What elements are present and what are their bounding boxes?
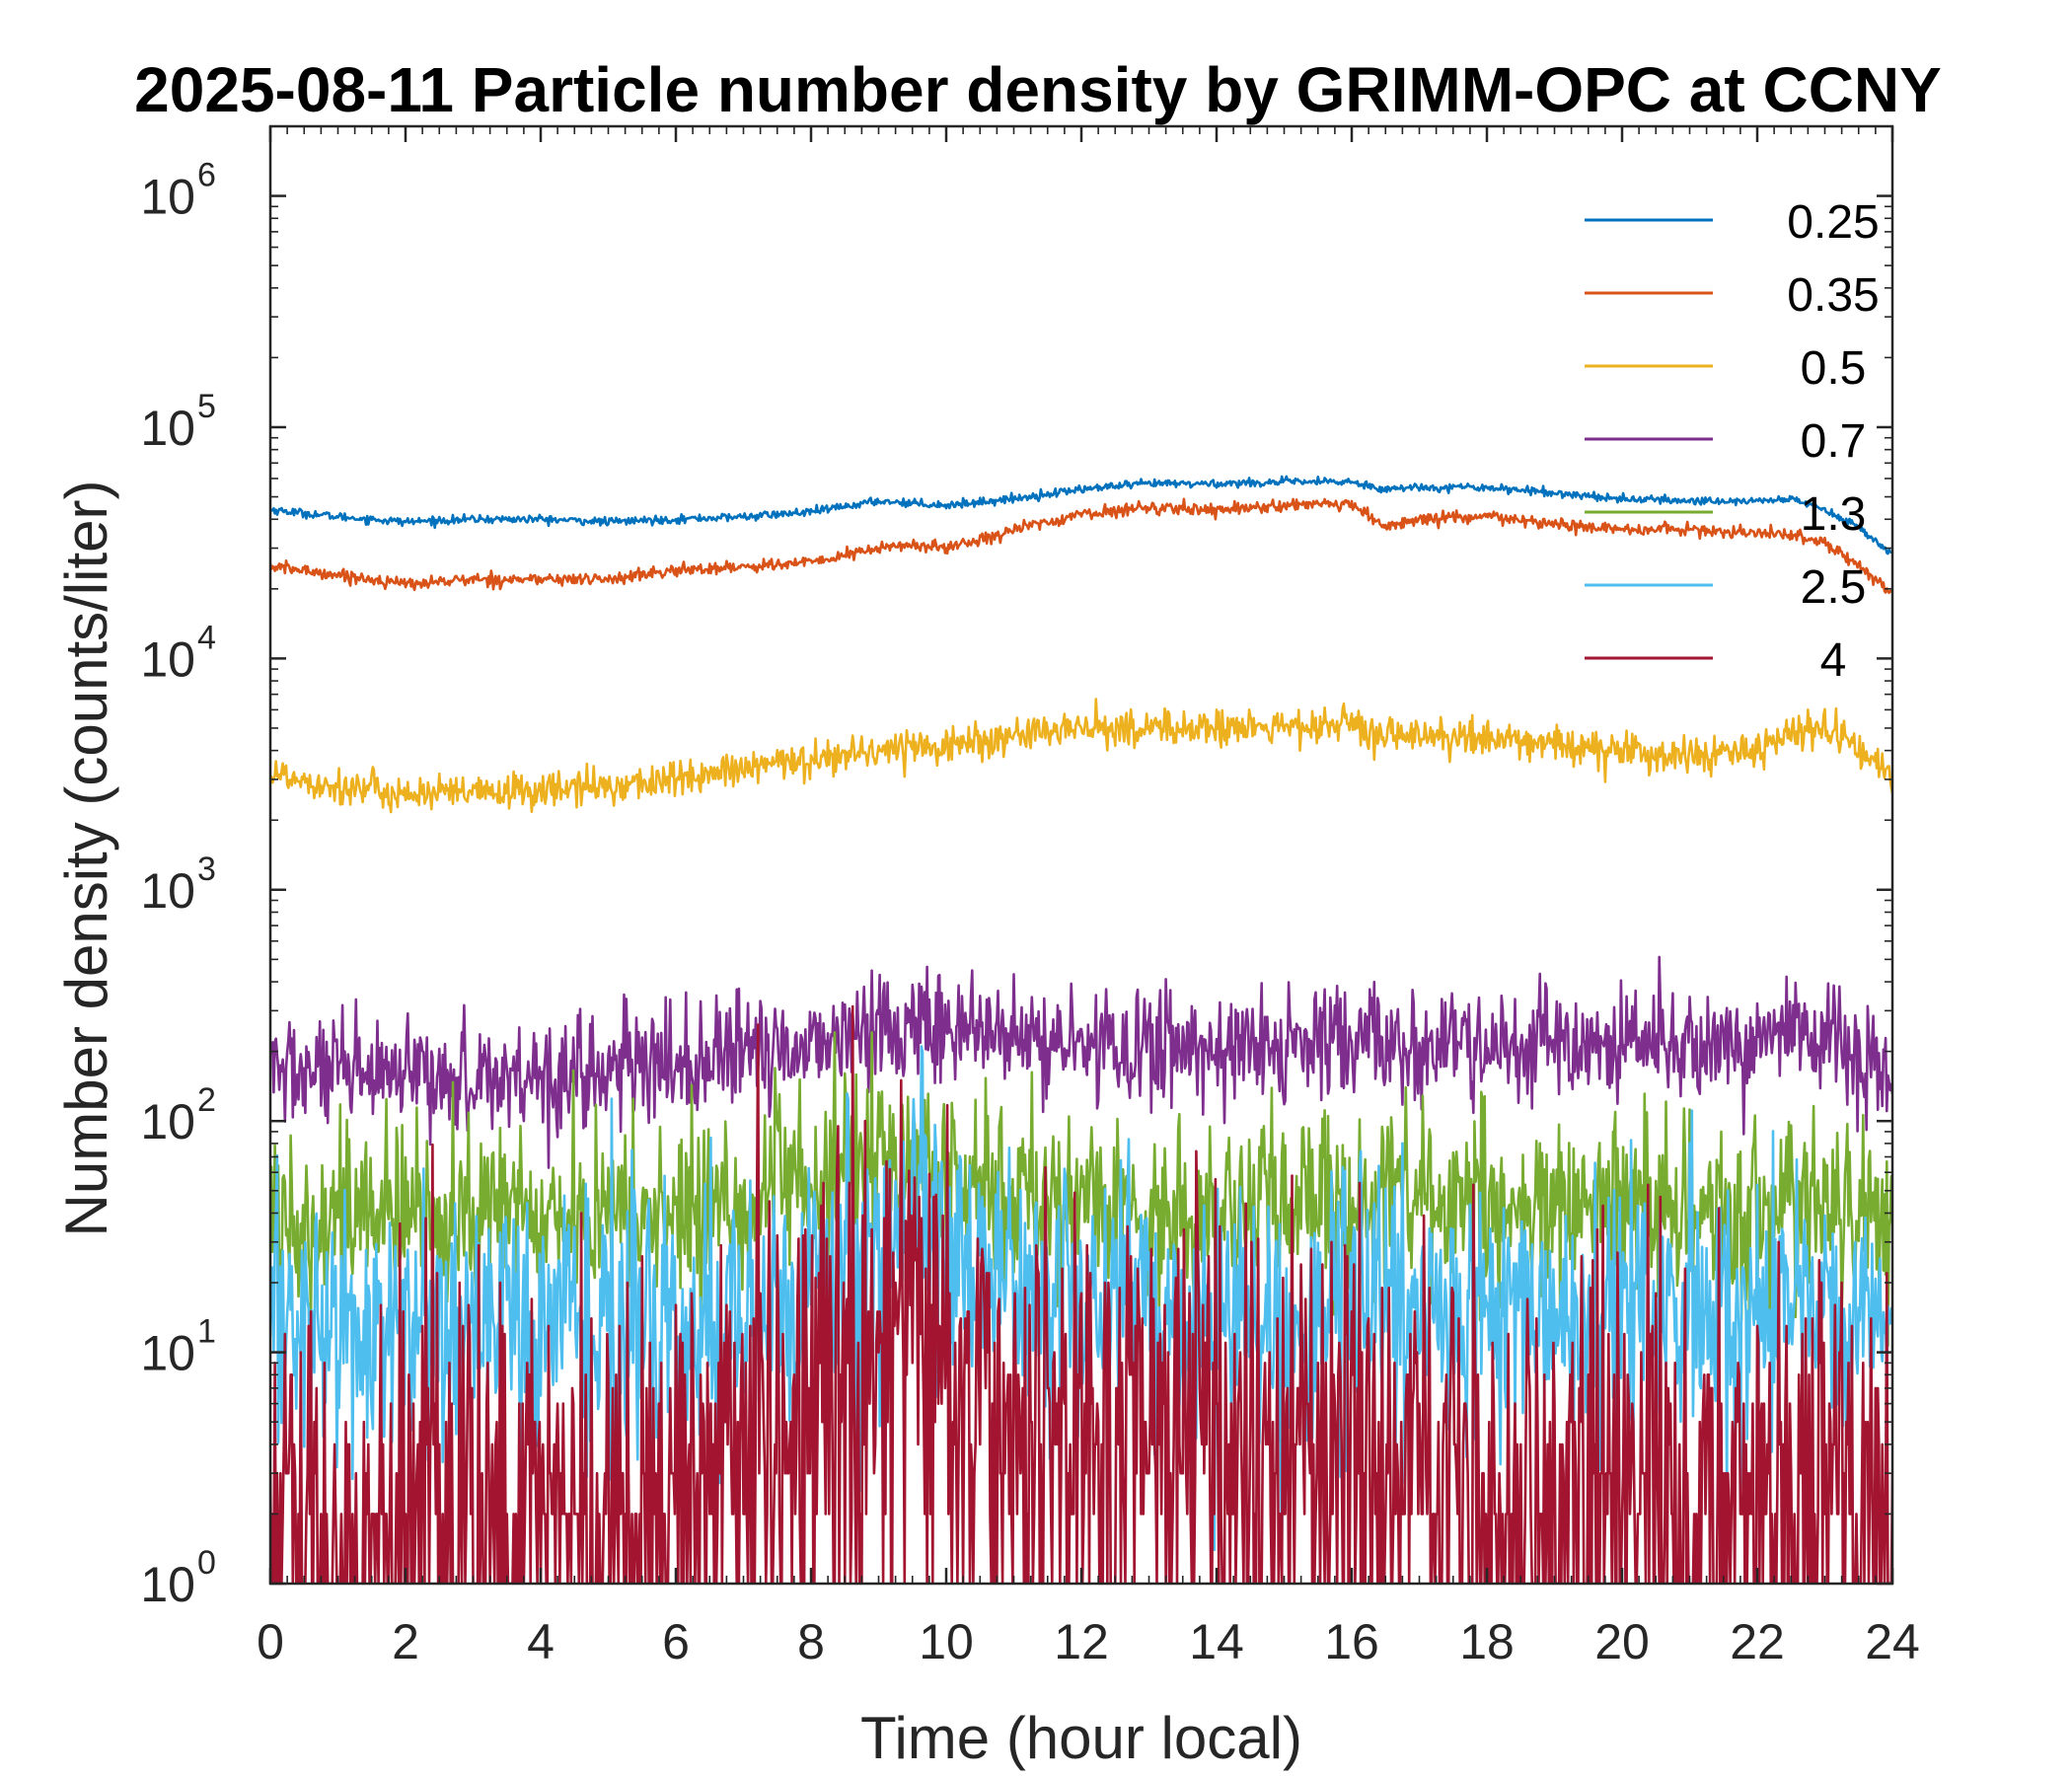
series-line-4 [270,1004,1892,1584]
x-tick-label-0: 0 [257,1614,284,1669]
series-line-0.25 [270,475,1892,555]
y-tick-label-0: 10 [140,1557,195,1612]
y-tick-label-1: 10 [140,1326,195,1381]
legend-label-0.5: 0.5 [1801,342,1867,395]
y-tick-label-6: 10 [140,170,195,225]
legend-label-0.35: 0.35 [1787,269,1879,322]
chart-title: 2025-08-11 Particle number density by GR… [134,54,1942,125]
y-tick-label-5: 10 [140,401,195,456]
series-line-0.35 [270,497,1892,595]
y-tick-label-4: 10 [140,631,195,687]
legend-label-1.3: 1.3 [1801,488,1867,541]
y-tick-exp-2: 2 [197,1081,216,1119]
x-tick-label-4: 4 [527,1614,555,1669]
x-tick-label-8: 8 [797,1614,825,1669]
x-tick-label-2: 2 [392,1614,419,1669]
y-tick-exp-1: 1 [197,1313,216,1351]
y-tick-label-2: 10 [140,1094,195,1149]
y-tick-exp-0: 0 [197,1544,216,1582]
x-tick-label-18: 18 [1459,1614,1515,1669]
y-tick-exp-4: 4 [197,619,216,656]
legend-label-0.25: 0.25 [1787,196,1879,249]
x-tick-label-24: 24 [1865,1614,1920,1669]
x-tick-label-22: 22 [1730,1614,1785,1669]
x-tick-label-14: 14 [1189,1614,1244,1669]
legend-label-4: 4 [1820,634,1847,687]
x-tick-label-6: 6 [662,1614,690,1669]
y-axis-label: Number density (counts/liter) [53,481,119,1237]
x-tick-label-20: 20 [1594,1614,1650,1669]
x-tick-label-12: 12 [1054,1614,1109,1669]
y-tick-label-3: 10 [140,863,195,919]
x-tick-label-16: 16 [1324,1614,1379,1669]
x-tick-label-10: 10 [919,1614,974,1669]
y-tick-exp-3: 3 [197,851,216,888]
series-layer [270,475,1892,1584]
y-tick-exp-6: 6 [197,157,216,194]
legend-label-2.5: 2.5 [1801,561,1867,614]
x-axis-label: Time (hour local) [860,1705,1302,1771]
legend-label-0.7: 0.7 [1801,415,1867,468]
series-line-0.7 [270,955,1892,1169]
legend: 0.25 0.35 0.5 0.7 1.3 2.5 4 [1585,196,1880,687]
y-tick-exp-5: 5 [197,388,216,425]
series-line-0.5 [270,698,1892,814]
series-line-2.5 [270,1045,1892,1551]
